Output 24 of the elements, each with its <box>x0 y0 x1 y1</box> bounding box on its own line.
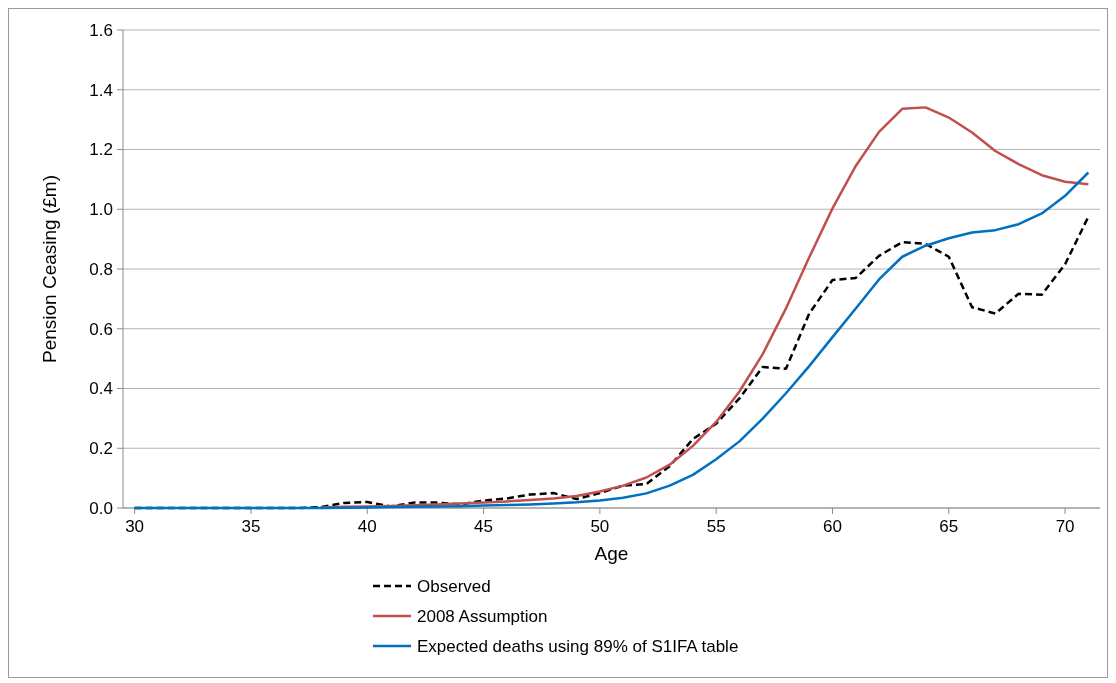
legend-label: 2008 Assumption <box>417 606 548 626</box>
y-tick-label: 0.4 <box>89 379 113 399</box>
legend-label: Expected deaths using 89% of S1IFA table <box>417 636 739 656</box>
x-tick-label: 60 <box>823 517 842 536</box>
x-tick-label: 70 <box>1055 517 1075 536</box>
y-tick-label: 0.8 <box>89 259 113 279</box>
y-axis-title: Pension Ceasing (£m) <box>39 175 60 363</box>
x-tick-label: 50 <box>590 517 610 536</box>
x-tick-label: 30 <box>125 517 145 536</box>
x-tick-label: 35 <box>241 517 261 536</box>
x-tick-label: 55 <box>706 517 726 536</box>
x-tick-label: 45 <box>474 517 494 536</box>
x-tick-label: 65 <box>939 517 959 536</box>
y-tick-label: 0.6 <box>89 319 113 339</box>
y-tick-label: 0.0 <box>89 498 113 518</box>
x-tick-label: 40 <box>357 517 377 536</box>
y-tick-label: 1.2 <box>89 140 113 160</box>
y-tick-label: 1.6 <box>89 20 113 40</box>
y-tick-label: 0.2 <box>89 439 113 459</box>
x-axis-title: Age <box>594 543 629 564</box>
legend-label: Observed <box>417 576 491 596</box>
y-tick-label: 1.0 <box>89 200 113 220</box>
line-series <box>319 106 1090 509</box>
y-tick-label: 1.4 <box>89 80 113 100</box>
